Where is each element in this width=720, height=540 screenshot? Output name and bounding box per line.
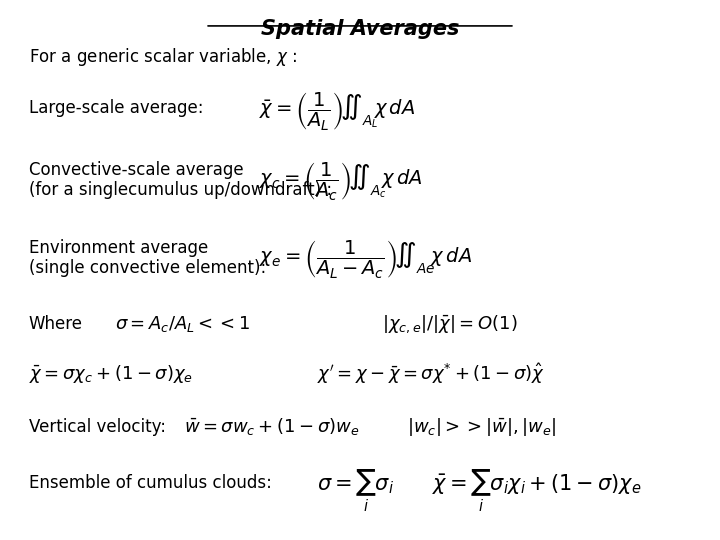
Text: $\bar{\chi} = \left(\dfrac{1}{A_L}\right)\!\iint_{A_L}\!\chi\,dA$: $\bar{\chi} = \left(\dfrac{1}{A_L}\right… <box>259 90 415 132</box>
Text: Environment average: Environment average <box>29 239 208 258</box>
Text: $\chi_e = \left(\dfrac{1}{A_L - A_c}\right)\!\iint_{Ae}\!\chi\,dA$: $\chi_e = \left(\dfrac{1}{A_L - A_c}\rig… <box>259 238 472 280</box>
Text: $\sigma = A_c / A_L << 1$: $\sigma = A_c / A_L << 1$ <box>115 314 251 334</box>
Text: (single convective element):: (single convective element): <box>29 259 266 278</box>
Text: Ensemble of cumulus clouds:: Ensemble of cumulus clouds: <box>29 474 271 492</box>
Text: $\sigma = \sum_i \sigma_i$: $\sigma = \sum_i \sigma_i$ <box>317 468 394 515</box>
Text: $\chi' = \chi - \bar{\chi} = \sigma\chi^{*} + (1-\sigma)\hat{\chi}$: $\chi' = \chi - \bar{\chi} = \sigma\chi^… <box>317 361 544 386</box>
Text: For a generic scalar variable, $\chi$ :: For a generic scalar variable, $\chi$ : <box>29 46 297 68</box>
Text: $\bar{w} = \sigma w_c + (1-\sigma)w_e$: $\bar{w} = \sigma w_c + (1-\sigma)w_e$ <box>184 416 359 437</box>
Text: Spatial Averages: Spatial Averages <box>261 19 459 39</box>
Text: Vertical velocity:: Vertical velocity: <box>29 417 166 436</box>
Text: $|\chi_{c,e}|/|\bar{\chi}| = O(1)$: $|\chi_{c,e}|/|\bar{\chi}| = O(1)$ <box>382 313 517 335</box>
Text: $\bar{\chi} = \sum_i \sigma_i\chi_i + (1-\sigma)\chi_e$: $\bar{\chi} = \sum_i \sigma_i\chi_i + (1… <box>432 468 642 515</box>
Text: Large-scale average:: Large-scale average: <box>29 99 203 117</box>
Text: $\bar{\chi} = \sigma\chi_c + (1-\sigma)\chi_e$: $\bar{\chi} = \sigma\chi_c + (1-\sigma)\… <box>29 363 193 384</box>
Text: $|w_c| >> |\bar{w}|,|w_e|$: $|w_c| >> |\bar{w}|,|w_e|$ <box>407 416 556 437</box>
Text: Convective-scale average: Convective-scale average <box>29 161 243 179</box>
Text: (for a singlecumulus up/downdraft) :: (for a singlecumulus up/downdraft) : <box>29 181 332 199</box>
Text: $\chi_c = \left(\dfrac{1}{A_c}\right)\!\iint_{A_c}\!\chi\,dA$: $\chi_c = \left(\dfrac{1}{A_c}\right)\!\… <box>259 160 423 202</box>
Text: Where: Where <box>29 315 83 333</box>
